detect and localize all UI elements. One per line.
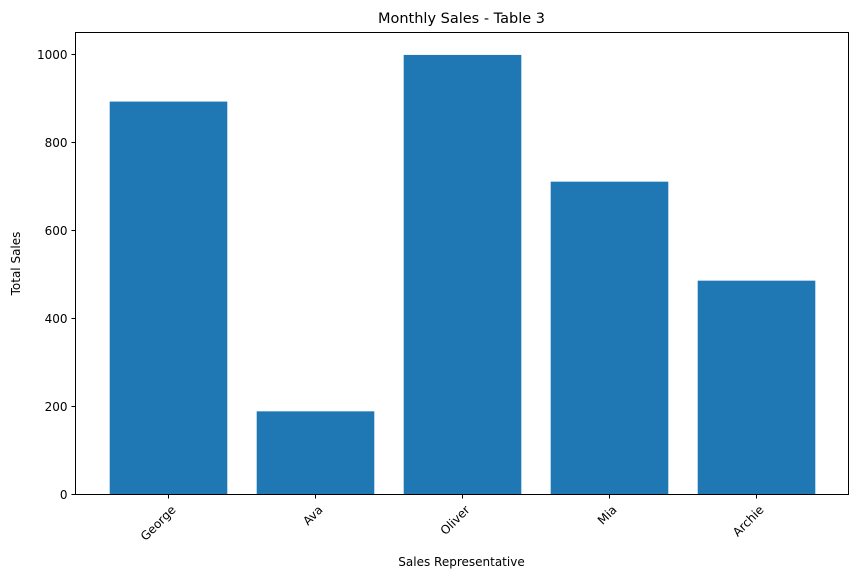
- y-tick-label-0: 0: [60, 488, 68, 502]
- chart-title: Monthly Sales - Table 3: [378, 11, 545, 27]
- bar-archie: [697, 280, 816, 495]
- y-tick-label-800: 800: [45, 136, 68, 150]
- bars-group: [109, 54, 816, 495]
- y-axis-title: Total Sales: [9, 232, 23, 297]
- y-tick-label-600: 600: [45, 224, 68, 238]
- bar-mia: [550, 181, 669, 495]
- y-tick-label-200: 200: [45, 400, 68, 414]
- y-axis: 0 200 400 600 800 1000: [37, 48, 76, 502]
- x-axis-title: Sales Representative: [398, 555, 524, 569]
- y-tick-label-1000: 1000: [37, 48, 68, 62]
- bar-george: [109, 101, 228, 495]
- bar-ava: [256, 411, 375, 495]
- plot-frame: [75, 32, 849, 495]
- y-tick-label-400: 400: [45, 312, 68, 326]
- bar-oliver: [403, 54, 522, 495]
